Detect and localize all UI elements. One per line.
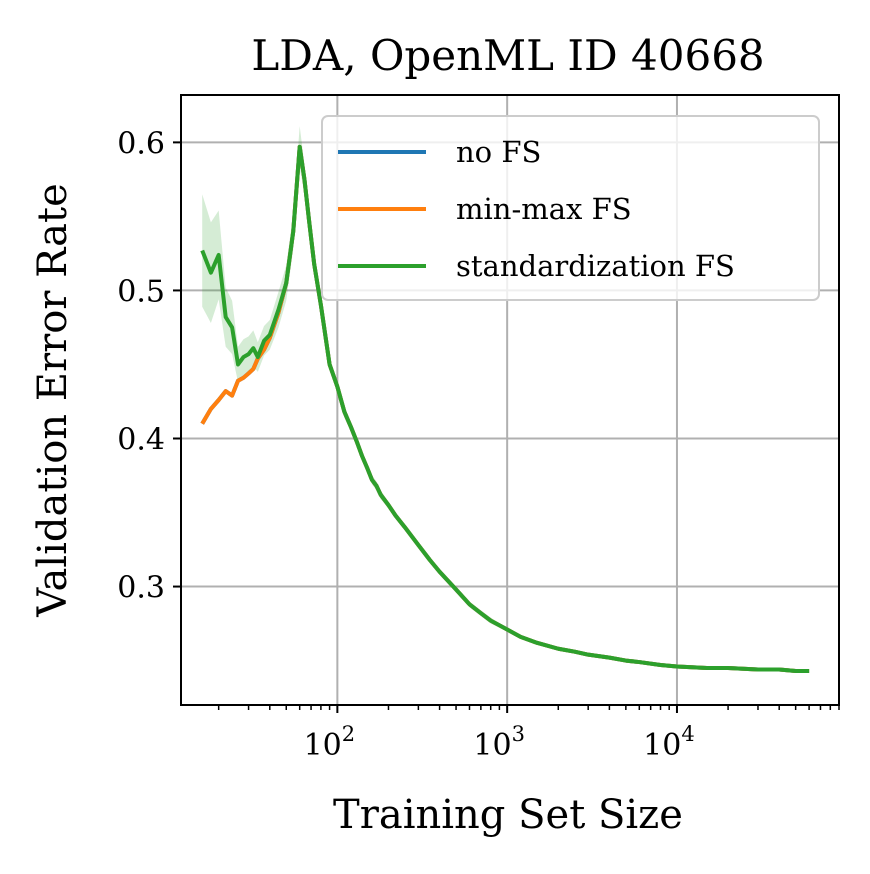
axes-frame [180, 94, 840, 706]
x-tick-label-exponent: 4 [681, 722, 694, 746]
y-tick-label: 0.5 [117, 274, 165, 309]
x-tick-label-base: 10 [304, 728, 342, 763]
chart-title: LDA, OpenML ID 40668 [251, 31, 764, 80]
y-tick-label: 0.6 [117, 126, 165, 161]
x-tick-label-exponent: 3 [512, 722, 525, 746]
x-tick-label-exponent: 2 [342, 722, 355, 746]
legend-label: min-max FS [456, 192, 632, 226]
y-axis-label: Validation Error Rate [30, 183, 76, 618]
x-tick-label: 104 [643, 722, 695, 763]
series-line-standardization-fs [200, 144, 810, 673]
legend-label: no FS [456, 135, 541, 169]
y-tick-label: 0.4 [117, 422, 165, 457]
x-tick-label-base: 10 [473, 728, 511, 763]
x-tick-label: 102 [304, 722, 356, 763]
x-tick-label-base: 10 [643, 728, 681, 763]
legend: no FS min-max FS standardization FS [321, 115, 820, 301]
series-line-layer [200, 144, 810, 673]
legend-box [321, 115, 820, 301]
legend-label: standardization FS [456, 249, 735, 283]
x-tick-label: 103 [473, 722, 525, 763]
y-tick-label: 0.3 [117, 571, 165, 606]
x-axis-label: Training Set Size [333, 792, 683, 838]
